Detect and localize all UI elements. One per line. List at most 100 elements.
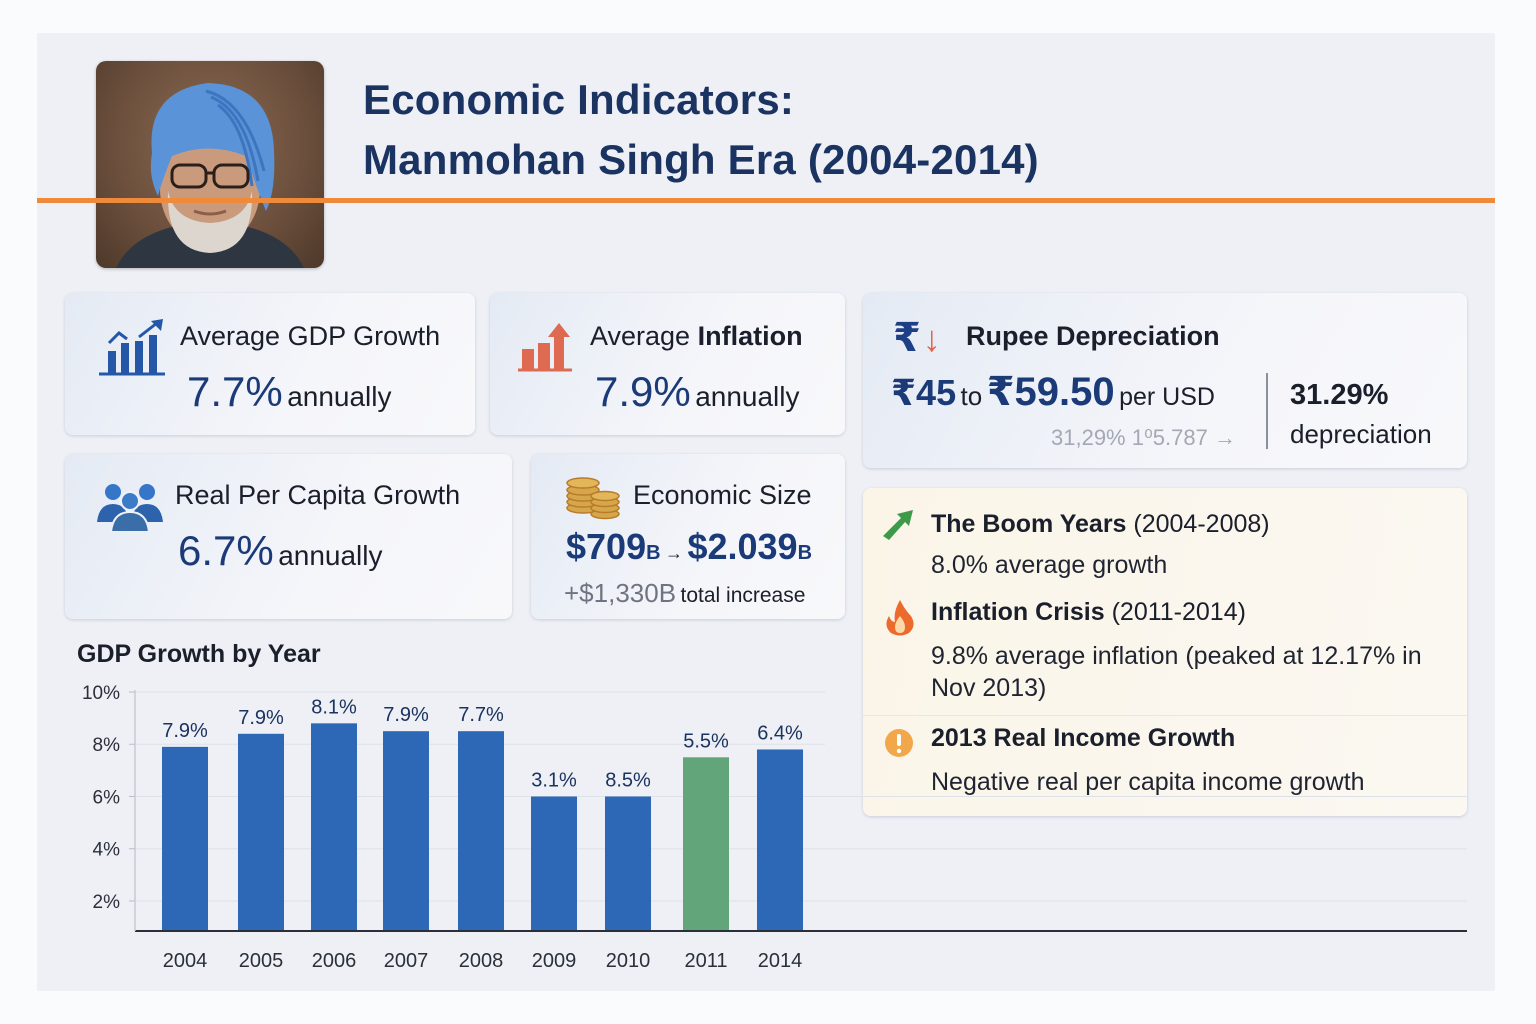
bar-2004	[162, 746, 208, 931]
data-label-2005: 7.9%	[238, 707, 284, 729]
highlight-title: The Boom Years (2004-2008)	[931, 510, 1270, 539]
economy-increase-label: total increase	[680, 584, 806, 607]
bar-2008	[458, 731, 504, 931]
value-unit: annually	[695, 381, 800, 412]
page-title: Economic Indicators: Manmohan Singh Era …	[363, 70, 1039, 190]
highlight-title-rest: (2011-2014)	[1104, 598, 1246, 626]
rising-bars-icon	[518, 323, 572, 372]
bar-chart-up-icon	[99, 319, 165, 376]
data-label-2007: 7.9%	[383, 704, 429, 726]
arrow-icon: →	[665, 543, 683, 563]
x-tick-label-2005: 2005	[239, 950, 284, 972]
rate-per-usd: per USD	[1119, 383, 1215, 411]
economy-size-line: $709B → $2.039B	[566, 526, 812, 568]
x-tick-label-2008: 2008	[459, 950, 504, 972]
data-label-2006: 8.1%	[311, 696, 357, 718]
bar-2010	[605, 796, 651, 931]
chart-title: GDP Growth by Year	[77, 640, 321, 668]
economy-increase-line: +$1,330B total increase	[564, 578, 805, 609]
card-real-per-capita-growth: Real Per Capita Growth 6.7% annually	[65, 454, 512, 619]
bar-2006	[311, 723, 357, 931]
economy-from-suffix: B	[646, 542, 661, 564]
coins-icon	[566, 477, 620, 520]
gdp-growth-value: 7.7%	[187, 368, 283, 415]
x-tick-label-2007: 2007	[384, 950, 429, 972]
card-average-inflation: Average Inflation 7.9% annually	[490, 293, 845, 435]
warning-icon	[885, 729, 913, 757]
rate-to-word: to	[960, 381, 983, 411]
data-label-2011: 5.5%	[683, 730, 729, 752]
x-tick-label-2004: 2004	[163, 950, 208, 972]
data-label-2008: 7.7%	[458, 704, 504, 726]
y-tick-label: 4%	[93, 840, 121, 861]
card-label: Economic Size	[633, 480, 812, 510]
bar-2007	[383, 731, 429, 931]
bar-2011	[683, 757, 729, 931]
fire-icon	[886, 600, 914, 636]
economy-to: $2.039	[687, 526, 798, 567]
x-tick-label-2011: 2011	[684, 950, 727, 972]
highlights-panel: The Boom Years (2004-2008) 8.0% average …	[863, 488, 1467, 816]
value-unit: annually	[278, 540, 383, 571]
depreciation-label: depreciation	[1290, 419, 1432, 449]
card-label: Average Inflation	[590, 321, 803, 352]
portrait-photo	[96, 61, 324, 268]
page-title-line2: Manmohan Singh Era (2004-2014)	[363, 136, 1039, 183]
per-capita-growth-value: 6.7%	[178, 527, 274, 574]
x-tick-label-2014: 2014	[758, 950, 803, 972]
card-value-line: 6.7% annually	[178, 527, 383, 575]
x-tick-label-2006: 2006	[312, 950, 357, 972]
y-tick-label: 2%	[93, 892, 121, 913]
bar-2005	[238, 733, 284, 931]
highlight-title: Inflation Crisis (2011-2014)	[931, 598, 1246, 627]
data-label-2004: 7.9%	[162, 720, 208, 742]
card-rupee-depreciation: ₹↓ Rupee Depreciation ₹45 to ₹59.50 per …	[863, 293, 1467, 468]
card-value-line: 7.7% annually	[187, 368, 392, 416]
bar-2014	[757, 749, 803, 931]
card-label: Real Per Capita Growth	[175, 480, 461, 510]
economy-increase: +$1,330B	[564, 578, 677, 608]
y-tick-label: 8%	[93, 735, 121, 756]
highlight-title-strong: Inflation Crisis	[931, 598, 1105, 626]
y-tick-label: 6%	[93, 787, 121, 808]
data-label-2009: 3.1%	[531, 769, 577, 791]
page-title-line1: Economic Indicators:	[363, 76, 795, 123]
portrait-illustration	[116, 83, 304, 268]
highlight-title-rest: (2004-2008)	[1126, 510, 1270, 538]
x-tick-label-2010: 2010	[606, 950, 651, 972]
card-label-prefix: Average	[590, 321, 698, 351]
divider	[863, 715, 1467, 716]
highlight-body: 8.0% average growth	[931, 551, 1168, 579]
card-average-gdp-growth: Average GDP Growth 7.7% annually	[65, 293, 475, 435]
highlight-body: 9.8% average inflation (peaked at 12.17%…	[931, 642, 1422, 702]
data-label-2010: 8.5%	[605, 769, 651, 791]
highlight-body: Negative real per capita income growth	[931, 768, 1365, 796]
bar-2009	[531, 796, 577, 931]
card-value-line: 7.9% annually	[595, 368, 800, 416]
value-unit: annually	[287, 381, 392, 412]
inflation-value: 7.9%	[595, 368, 691, 415]
exchange-rate-line: ₹45 to ₹59.50 per USD	[891, 369, 1215, 415]
highlight-title-strong: 2013 Real Income Growth	[931, 724, 1236, 752]
highlight-title-strong: The Boom Years	[931, 510, 1127, 538]
economy-to-suffix: B	[797, 542, 813, 564]
highlight-title: 2013 Real Income Growth	[931, 724, 1235, 753]
header-accent-rule	[37, 198, 1495, 203]
people-group-icon	[97, 484, 163, 532]
rupee-symbol-icon: ₹	[893, 316, 921, 360]
depreciation-percent: 31.29%	[1290, 379, 1389, 411]
rate-to: ₹59.50	[986, 370, 1115, 414]
card-label: Rupee Depreciation	[966, 321, 1220, 351]
rupee-down-icon: ₹↓	[893, 315, 941, 361]
down-arrow-icon: ↓	[922, 318, 941, 359]
rate-sub-note: 31,29% 1⁰5.787 →	[1051, 425, 1236, 450]
divider	[1266, 373, 1268, 449]
card-label-strong: Inflation	[697, 321, 803, 351]
rate-from: ₹45	[891, 372, 957, 413]
y-tick-label: 10%	[82, 683, 120, 704]
data-label-2014: 6.4%	[757, 722, 803, 744]
trend-up-arrow-icon	[883, 510, 913, 540]
card-label: Average GDP Growth	[180, 321, 441, 351]
economy-from: $709	[566, 526, 647, 567]
